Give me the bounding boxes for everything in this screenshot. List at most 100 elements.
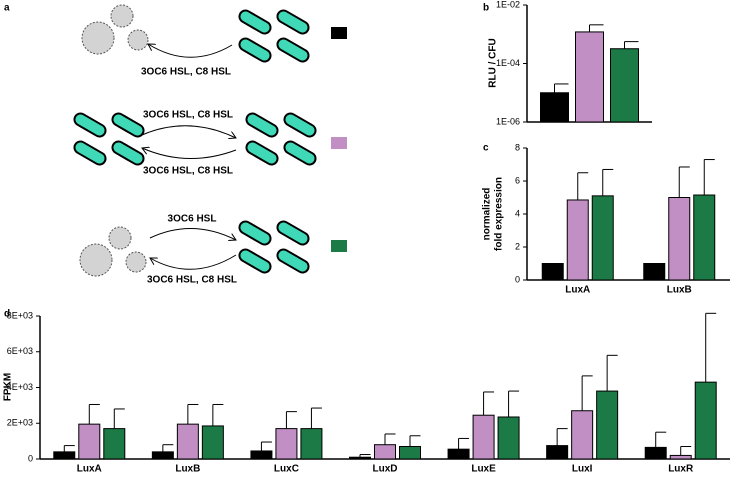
bar <box>78 423 101 460</box>
error-bar <box>705 312 717 383</box>
bar <box>151 451 174 460</box>
error-bar <box>88 403 100 425</box>
x-tick-label: LuxI <box>572 464 593 474</box>
x-tick-label: LuxE <box>471 464 496 474</box>
error-bar <box>577 172 589 200</box>
arrow-label: 3OC6 HSL, C8 HSL <box>147 275 237 286</box>
bar <box>644 446 667 460</box>
panel-label: a <box>4 3 10 14</box>
bar <box>591 195 614 281</box>
error-bar <box>113 408 125 429</box>
error-bar <box>703 159 715 196</box>
y-tick-label: 8 <box>515 142 520 152</box>
bar <box>472 414 495 460</box>
error-bar <box>285 411 297 429</box>
bar <box>575 31 604 123</box>
arrow <box>150 254 237 270</box>
diagram: a 3OC6 HSL, C8 HSL 3OC6 HSL, C8 HSL 3OC6… <box>4 3 319 286</box>
error-bar <box>162 444 174 452</box>
y-tick-label: 4 <box>515 208 520 218</box>
bar <box>541 263 564 281</box>
bar <box>300 428 323 460</box>
arrow-label: 3OC6 HSL <box>168 214 217 225</box>
error-bar <box>310 407 322 429</box>
error-bar <box>589 24 604 32</box>
y-tick-label: 1E-02 <box>496 0 520 9</box>
x-tick-label: LuxA <box>565 285 590 296</box>
bar <box>546 445 569 460</box>
panel-label: b <box>483 3 489 14</box>
bar <box>399 445 421 460</box>
y-axis-label: fold expression <box>494 177 505 251</box>
bacteria <box>236 218 312 276</box>
bar <box>669 454 692 460</box>
arrow-label: 3OC6 HSL, C8 HSL <box>143 110 233 121</box>
legend-swatch <box>331 137 347 149</box>
error-bar <box>602 168 614 196</box>
error-bar <box>508 390 520 417</box>
arrow <box>148 44 233 58</box>
bar <box>447 448 470 460</box>
y-tick-label: 2E+03 <box>7 418 33 428</box>
dead-cells <box>79 226 147 277</box>
bar <box>374 444 396 460</box>
bar <box>610 48 639 123</box>
bacteria <box>71 110 147 168</box>
y-tick-label: 1E-04 <box>496 58 520 68</box>
error-bar <box>556 428 568 446</box>
error-bar <box>359 454 371 458</box>
y-axis-label: RLU / CFU <box>488 38 499 87</box>
bar <box>694 381 717 460</box>
legend-swatch <box>331 240 347 252</box>
bar <box>540 92 569 123</box>
bar <box>566 199 589 281</box>
arrow <box>149 228 236 240</box>
bar <box>201 425 224 460</box>
arrow-label: 3OC6 HSL, C8 HSL <box>143 166 233 177</box>
y-axis-label: normalized <box>482 188 493 241</box>
error-bar <box>554 83 569 93</box>
arrow <box>141 125 236 138</box>
bar <box>53 451 76 460</box>
bar <box>693 194 716 281</box>
error-bar <box>187 403 199 425</box>
error-bar <box>409 435 421 447</box>
x-tick-label: LuxA <box>77 464 102 474</box>
bar <box>103 428 126 460</box>
error-bar <box>212 403 224 426</box>
y-tick-label: 2 <box>515 241 520 251</box>
error-bar <box>63 445 75 452</box>
panel-label: d <box>4 309 10 320</box>
error-bar <box>581 375 593 411</box>
arrow-label: 3OC6 HSL, C8 HSL <box>141 67 231 78</box>
error-bar <box>458 437 470 450</box>
x-tick-label: LuxR <box>668 464 694 474</box>
bar <box>643 263 666 281</box>
bar <box>349 456 371 460</box>
error-bar <box>678 166 690 198</box>
error-bar <box>655 431 667 448</box>
y-tick-label: 1E-06 <box>496 116 520 126</box>
bar <box>571 410 594 460</box>
panel-label: c <box>483 143 489 154</box>
x-tick-label: LuxB <box>175 464 200 474</box>
dead-cells <box>81 4 149 55</box>
y-tick-label: 8E+03 <box>7 310 33 320</box>
error-bar <box>483 391 495 416</box>
y-tick-label: 0 <box>28 453 33 463</box>
x-tick-label: LuxD <box>373 464 398 474</box>
error-bar <box>384 433 396 445</box>
bar <box>275 428 298 460</box>
error-bar <box>624 41 639 49</box>
bacteria <box>243 110 319 168</box>
bar <box>497 416 520 460</box>
y-tick-label: 6E+03 <box>7 346 33 356</box>
legend-swatch <box>331 27 347 39</box>
y-axis-label: FPKM <box>3 373 14 401</box>
x-tick-label: LuxB <box>667 285 692 296</box>
y-tick-label: 0 <box>515 274 520 284</box>
x-tick-label: LuxC <box>274 464 299 474</box>
y-tick-label: 6 <box>515 175 520 185</box>
bacteria <box>236 7 312 65</box>
